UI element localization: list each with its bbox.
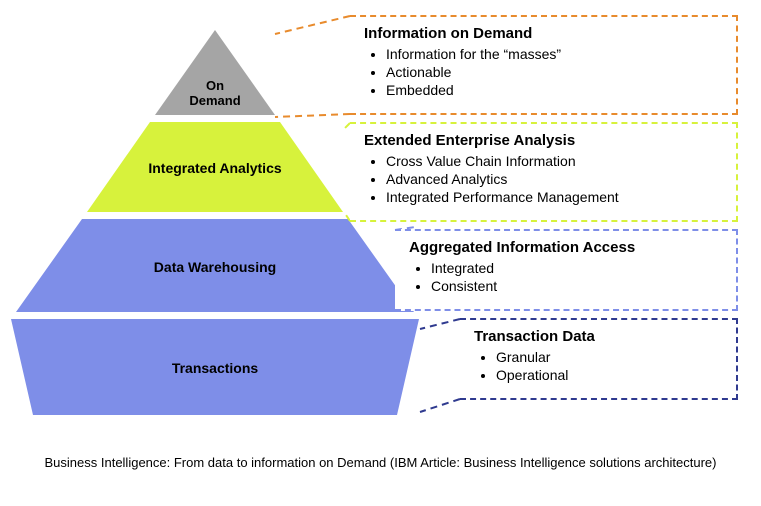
- callout-list-0: Information for the “masses” Actionable Em…: [364, 46, 722, 98]
- callout-list-3: Granular Operational: [474, 349, 722, 383]
- pyramid-layer-label-2: Data Warehousing: [115, 259, 315, 275]
- callout-item: Integrated: [431, 260, 722, 276]
- callout-item: Granular: [496, 349, 722, 365]
- callout-item: Consistent: [431, 278, 722, 294]
- callout-list-1: Cross Value Chain Information Advanced An…: [364, 153, 722, 205]
- overlay-layer: OnDemand Integrated Analytics Data Warehou…: [0, 0, 761, 506]
- callout-item: Operational: [496, 367, 722, 383]
- callout-item: Cross Value Chain Information: [386, 153, 722, 169]
- callout-item: Embedded: [386, 82, 722, 98]
- pyramid-layer-label-3: Transactions: [115, 360, 315, 376]
- caption: Business Intelligence: From data to info…: [0, 455, 761, 470]
- callout-3: Transaction Data Granular Operational: [460, 318, 738, 400]
- pyramid-layer-label-0: OnDemand: [115, 78, 315, 108]
- callout-title-0: Information on Demand: [364, 25, 722, 42]
- callout-item: Advanced Analytics: [386, 171, 722, 187]
- diagram-canvas: OnDemand Integrated Analytics Data Warehou…: [0, 0, 761, 506]
- callout-2: Aggregated Information Access Integrated C…: [395, 229, 738, 311]
- callout-1: Extended Enterprise Analysis Cross Value …: [350, 122, 738, 222]
- pyramid-layer-label-1: Integrated Analytics: [115, 160, 315, 176]
- callout-item: Information for the “masses”: [386, 46, 722, 62]
- callout-0: Information on Demand Information for the…: [350, 15, 738, 115]
- callout-list-2: Integrated Consistent: [409, 260, 722, 294]
- callout-title-1: Extended Enterprise Analysis: [364, 132, 722, 149]
- callout-item: Actionable: [386, 64, 722, 80]
- callout-title-2: Aggregated Information Access: [409, 239, 722, 256]
- callout-title-3: Transaction Data: [474, 328, 722, 345]
- callout-item: Integrated Performance Management: [386, 189, 722, 205]
